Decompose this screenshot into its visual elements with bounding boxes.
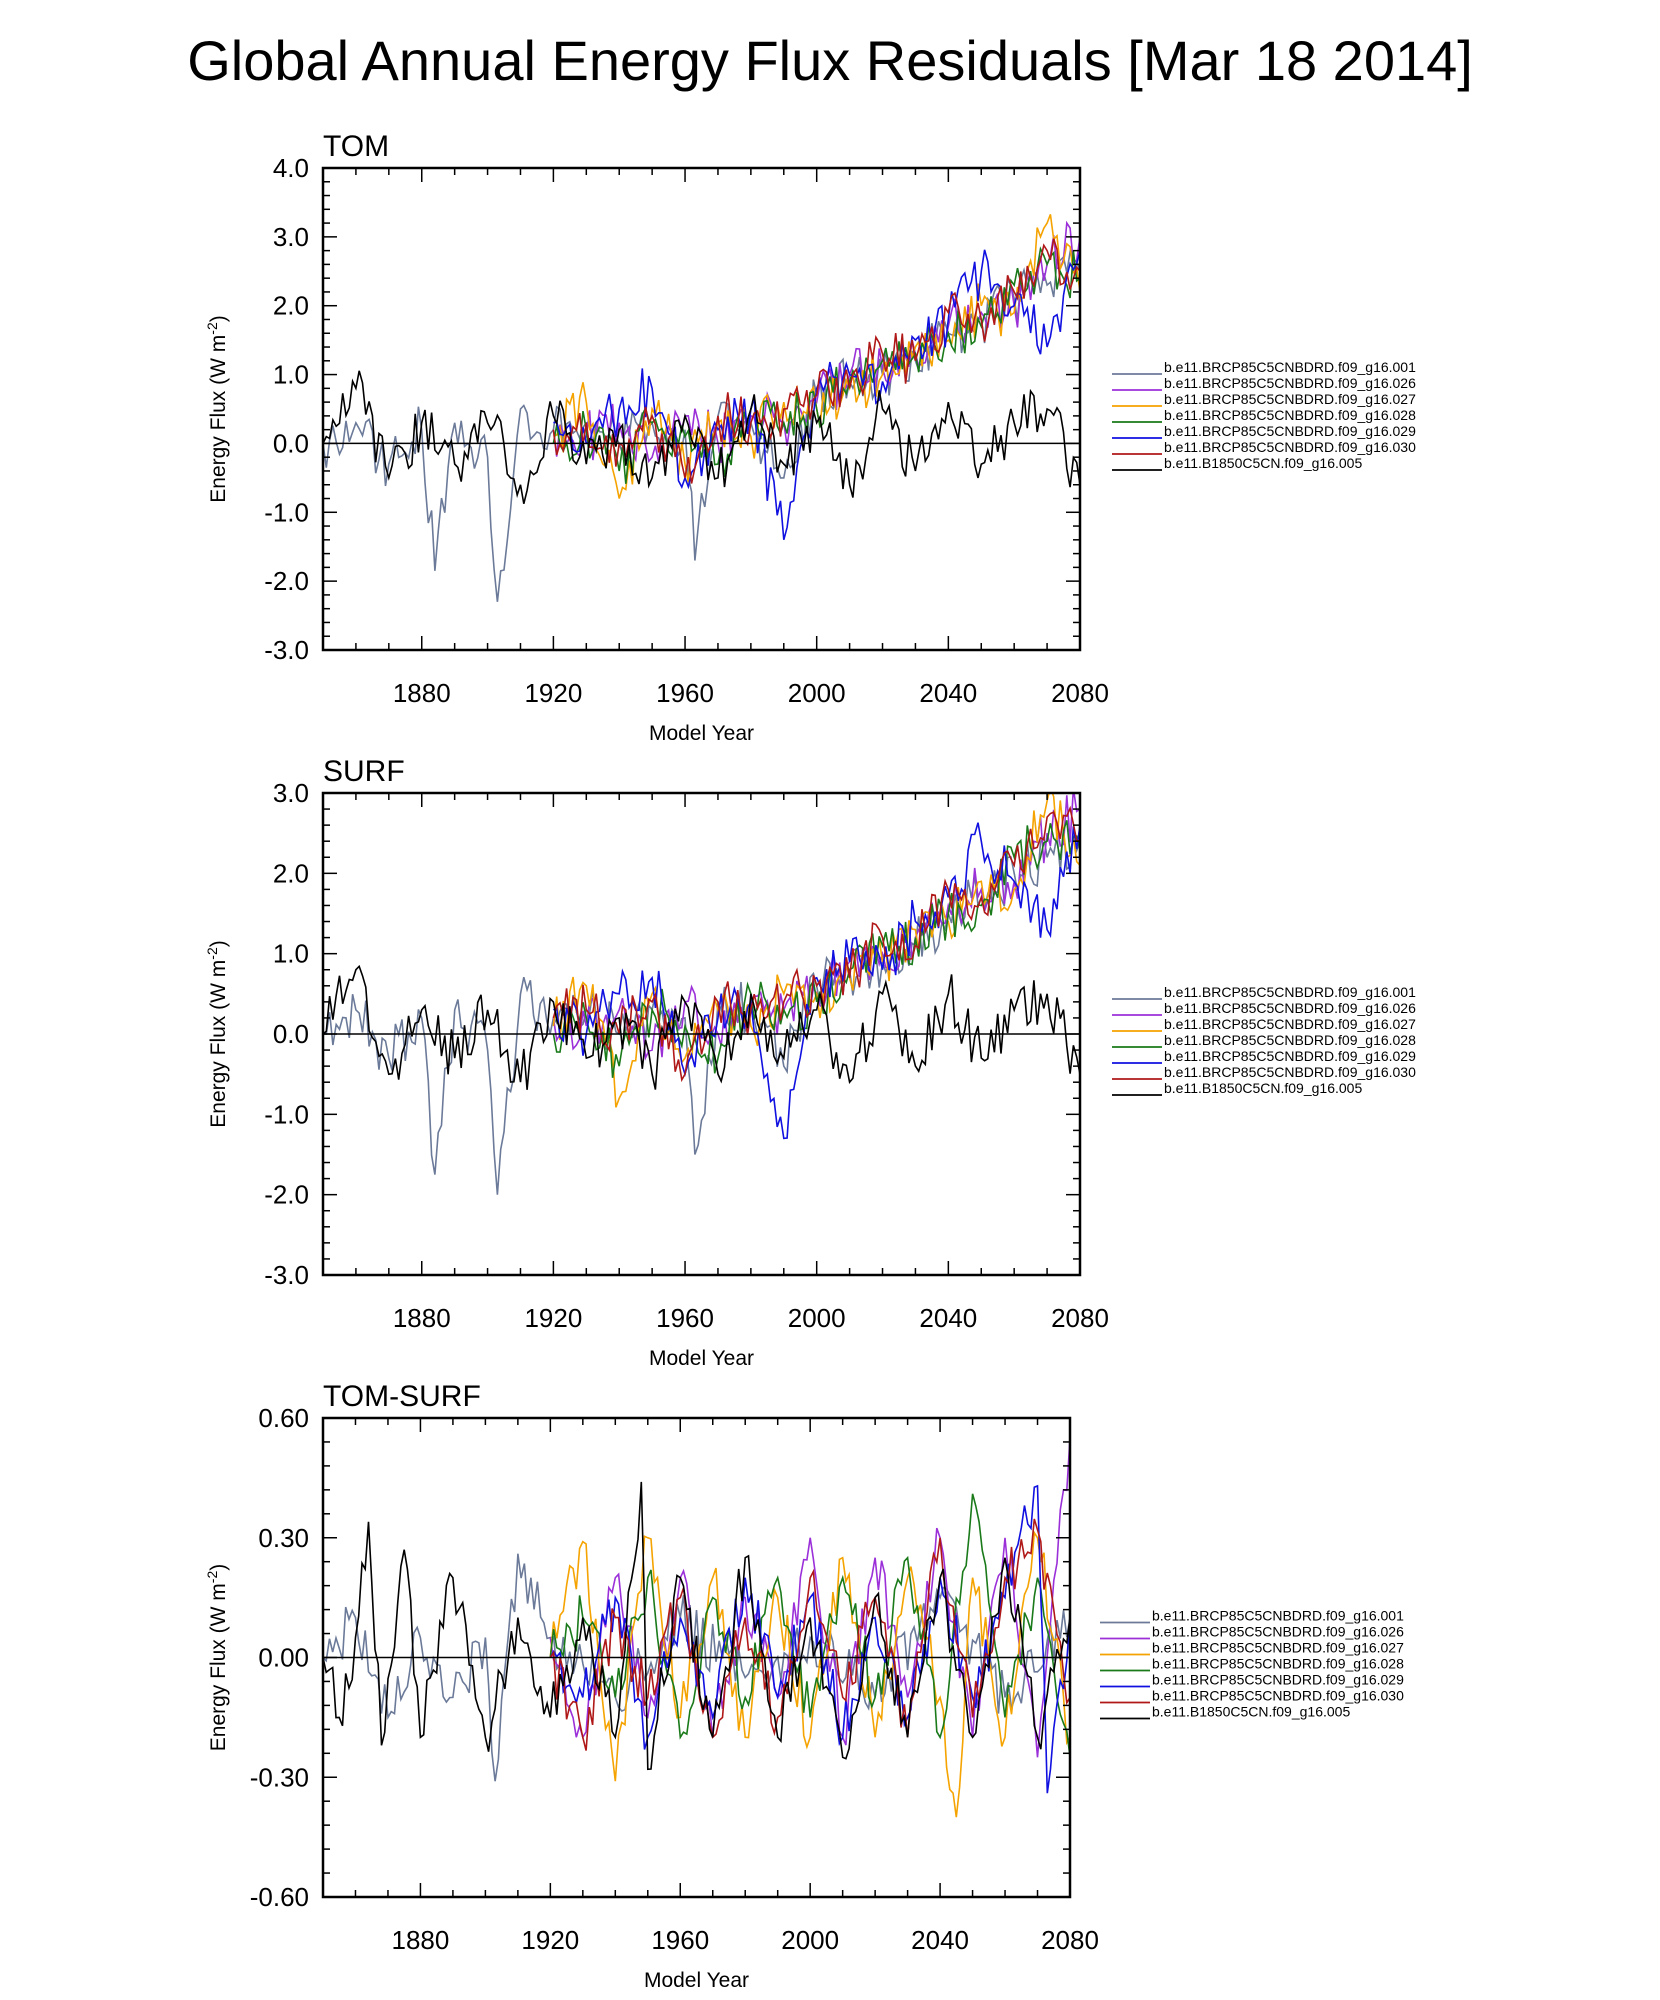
series-line bbox=[552, 238, 1080, 484]
x-tick-label: 1960 bbox=[656, 1303, 714, 1333]
y-axis-label: Energy Flux (W m-2) bbox=[204, 315, 230, 502]
legend-label: b.e11.BRCP85C5CNBDRD.f09_g16.028 bbox=[1164, 1032, 1416, 1048]
x-tick-label: 2000 bbox=[788, 678, 846, 708]
series-line bbox=[552, 793, 1080, 1108]
legend-label: b.e11.BRCP85C5CNBDRD.f09_g16.027 bbox=[1164, 391, 1416, 407]
series-line bbox=[549, 1530, 1070, 1818]
series-group bbox=[323, 1437, 1070, 1818]
x-axis-label: Model Year bbox=[649, 722, 754, 745]
legend-label: b.e11.BRCP85C5CNBDRD.f09_g16.029 bbox=[1152, 1672, 1404, 1688]
y-tick-label: 2.0 bbox=[273, 858, 309, 888]
figure-title: Global Annual Energy Flux Residuals [Mar… bbox=[187, 29, 1473, 92]
x-tick-label: 1920 bbox=[524, 1303, 582, 1333]
x-tick-label: 1960 bbox=[656, 678, 714, 708]
x-tick-label: 2080 bbox=[1051, 1303, 1109, 1333]
panel-surf: SURF 1880 1920 1960 2000 2040 2080 -3.0 -2.0 -1.0… bbox=[204, 755, 1416, 1370]
y-axis-label: Energy Flux (W m-2) bbox=[204, 1564, 230, 1751]
series-line bbox=[323, 1481, 1070, 1771]
y-tick-label: 3.0 bbox=[273, 778, 309, 808]
legend-label: b.e11.BRCP85C5CNBDRD.f09_g16.026 bbox=[1164, 375, 1416, 391]
x-tick-label: 1960 bbox=[651, 1925, 709, 1955]
legend: b.e11.BRCP85C5CNBDRD.f09_g16.001b.e11.BR… bbox=[1112, 984, 1416, 1096]
legend: b.e11.BRCP85C5CNBDRD.f09_g16.001b.e11.BR… bbox=[1112, 359, 1416, 471]
y-axis-label: Energy Flux (W m-2) bbox=[204, 940, 230, 1127]
x-tick-label: 2000 bbox=[781, 1925, 839, 1955]
series-group bbox=[323, 214, 1080, 602]
legend-label: b.e11.BRCP85C5CNBDRD.f09_g16.030 bbox=[1164, 1064, 1416, 1080]
y-tick-label: 0.00 bbox=[258, 1643, 309, 1673]
legend-label: b.e11.BRCP85C5CNBDRD.f09_g16.029 bbox=[1164, 1048, 1416, 1064]
legend-label: b.e11.B1850C5CN.f09_g16.005 bbox=[1164, 455, 1362, 471]
x-tick-label: 2040 bbox=[919, 1303, 977, 1333]
series-line bbox=[552, 820, 1080, 1078]
legend-label: b.e11.BRCP85C5CNBDRD.f09_g16.026 bbox=[1164, 1000, 1416, 1016]
y-tick-label: 0.0 bbox=[273, 428, 309, 458]
y-tick-label: -0.60 bbox=[250, 1882, 309, 1912]
x-tick-label: 1880 bbox=[392, 1925, 450, 1955]
x-tick-label: 2080 bbox=[1041, 1925, 1099, 1955]
y-tick-label: 0.0 bbox=[273, 1019, 309, 1049]
legend-label: b.e11.B1850C5CN.f09_g16.005 bbox=[1152, 1704, 1350, 1720]
y-tick-label: -1.0 bbox=[264, 497, 309, 527]
series-line bbox=[549, 1518, 1070, 1751]
legend-label: b.e11.BRCP85C5CNBDRD.f09_g16.030 bbox=[1164, 439, 1416, 455]
y-tick-label: -2.0 bbox=[264, 566, 309, 596]
series-line bbox=[323, 370, 1080, 504]
legend-label: b.e11.BRCP85C5CNBDRD.f09_g16.027 bbox=[1152, 1640, 1404, 1656]
legend: b.e11.BRCP85C5CNBDRD.f09_g16.001b.e11.BR… bbox=[1100, 1608, 1404, 1720]
series-line bbox=[549, 1493, 1070, 1758]
y-tick-label: -0.30 bbox=[250, 1762, 309, 1792]
y-tick-label: 1.0 bbox=[273, 360, 309, 390]
y-tick-label: 0.60 bbox=[258, 1403, 309, 1433]
plot-frame bbox=[321, 166, 1082, 652]
y-tick-label: -2.0 bbox=[264, 1180, 309, 1210]
legend-label: b.e11.BRCP85C5CNBDRD.f09_g16.028 bbox=[1164, 407, 1416, 423]
legend-label: b.e11.BRCP85C5CNBDRD.f09_g16.028 bbox=[1152, 1656, 1404, 1672]
y-tick-label: 0.30 bbox=[258, 1523, 309, 1553]
x-tick-label: 1880 bbox=[393, 678, 451, 708]
series-line bbox=[553, 214, 1080, 499]
panel-tom: TOM 1880 1920 1960 2000 2040 2080 -3.0 -2.0 -1.0 0… bbox=[204, 130, 1416, 745]
series-line bbox=[552, 805, 1080, 1083]
legend-label: b.e11.BRCP85C5CNBDRD.f09_g16.026 bbox=[1152, 1624, 1404, 1640]
y-tick-label: -3.0 bbox=[264, 1260, 309, 1290]
x-tick-label: 1920 bbox=[521, 1925, 579, 1955]
panel-title: SURF bbox=[323, 755, 405, 788]
legend-label: b.e11.BRCP85C5CNBDRD.f09_g16.030 bbox=[1152, 1688, 1404, 1704]
legend-label: b.e11.BRCP85C5CNBDRD.f09_g16.001 bbox=[1164, 984, 1416, 1000]
panel-tom-surf: TOM-SURF 1880 1920 1960 2000 2040 2080 -0.60 -0.… bbox=[204, 1380, 1404, 1992]
legend-label: b.e11.B1850C5CN.f09_g16.005 bbox=[1164, 1080, 1362, 1096]
series-line bbox=[552, 220, 1080, 464]
series-line bbox=[552, 246, 1080, 484]
x-tick-label: 2040 bbox=[919, 678, 977, 708]
x-tick-label: 1920 bbox=[524, 678, 582, 708]
y-tick-label: -3.0 bbox=[264, 635, 309, 665]
y-tick-label: -1.0 bbox=[264, 1099, 309, 1129]
y-tick-label: 2.0 bbox=[273, 291, 309, 321]
series-line bbox=[552, 793, 1080, 1061]
legend-label: b.e11.BRCP85C5CNBDRD.f09_g16.001 bbox=[1152, 1608, 1404, 1624]
x-axis-label: Model Year bbox=[649, 1347, 754, 1370]
y-tick-label: 3.0 bbox=[273, 222, 309, 252]
series-line bbox=[323, 249, 1080, 602]
x-tick-label: 1880 bbox=[393, 1303, 451, 1333]
series-line bbox=[553, 249, 1080, 541]
panel-title: TOM-SURF bbox=[323, 1380, 481, 1413]
x-tick-label: 2040 bbox=[911, 1925, 969, 1955]
y-tick-label: 4.0 bbox=[273, 153, 309, 183]
x-axis-label: Model Year bbox=[644, 1969, 749, 1992]
legend-label: b.e11.BRCP85C5CNBDRD.f09_g16.001 bbox=[1164, 359, 1416, 375]
series-group bbox=[323, 793, 1080, 1195]
series-line bbox=[552, 822, 1080, 1140]
panel-title: TOM bbox=[323, 130, 389, 163]
y-tick-label: 1.0 bbox=[273, 939, 309, 969]
legend-label: b.e11.BRCP85C5CNBDRD.f09_g16.027 bbox=[1164, 1016, 1416, 1032]
x-tick-label: 2080 bbox=[1051, 678, 1109, 708]
series-line bbox=[323, 964, 1080, 1090]
legend-label: b.e11.BRCP85C5CNBDRD.f09_g16.029 bbox=[1164, 423, 1416, 439]
x-tick-label: 2000 bbox=[788, 1303, 846, 1333]
